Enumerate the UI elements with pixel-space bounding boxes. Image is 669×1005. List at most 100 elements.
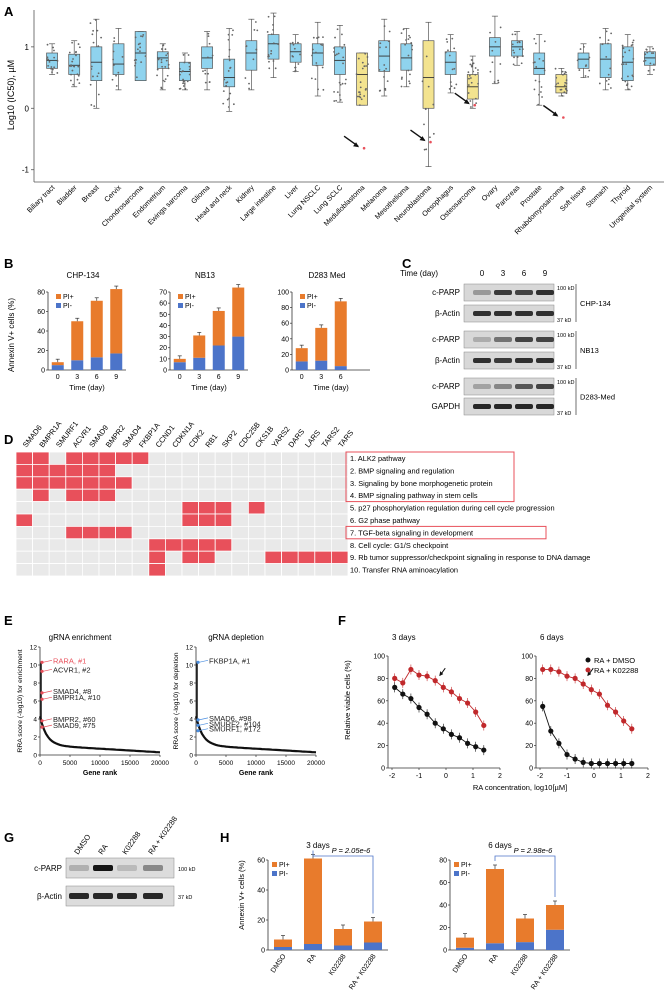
panel-b-y-tick-label: 50 [159, 312, 167, 319]
panel-e-hit-label: SMURF2, #104 [209, 719, 261, 728]
panel-h-bar-pi-neg [456, 947, 474, 950]
panel-a-point [499, 63, 502, 65]
panel-f-data-point [440, 726, 446, 732]
panel-a-y-tick-label: -1 [22, 166, 30, 175]
panel-c-band [536, 337, 554, 342]
panel-d-cell [148, 501, 166, 515]
panel-e-hit-point [196, 660, 200, 664]
panel-e-hit-label: BMPR2, #60 [53, 715, 96, 724]
panel-a-point [160, 58, 163, 61]
panel-a-point [620, 77, 623, 80]
panel-d-cell [32, 563, 50, 577]
panel-e-hit-leader [42, 668, 53, 672]
panel-a-box [444, 51, 457, 75]
panel-a-point [179, 87, 182, 90]
panel-c-band [515, 358, 533, 363]
panel-h-p-value: P = 2.05e-6 [332, 846, 372, 855]
panel-d-cell [297, 501, 316, 515]
panel-h-y-tick-label: 60 [439, 880, 447, 887]
panel-b-legend-pi-pos: PI+ [307, 294, 318, 301]
panel-a-point [645, 48, 648, 51]
panel-a-point [410, 42, 413, 44]
panel-f-data-point [416, 704, 422, 711]
panel-f-arrow-head [439, 671, 444, 677]
panel-d-gene-label: LARS [303, 428, 322, 449]
panel-a-point [357, 57, 360, 60]
panel-a-point [267, 55, 270, 58]
panel-f-x-tick-label: 2 [646, 773, 650, 780]
panel-a-point [182, 80, 185, 83]
panel-a-point [334, 54, 337, 57]
panel-a-point [469, 77, 472, 79]
panel-f-data-point [473, 709, 479, 715]
panel-a-point [232, 29, 234, 32]
panel-b-y-tick-label: 80 [281, 305, 289, 312]
panel-d-cell [115, 488, 133, 503]
panel-d-cell [65, 550, 83, 565]
panel-a-box [356, 52, 368, 106]
panel-c-mw-label: 100 kD [557, 286, 574, 292]
panel-a-point [179, 68, 181, 70]
panel-a-red-outlier [562, 116, 565, 119]
panel-b-bar-pi-pos [315, 327, 328, 361]
panel-f-y-tick-label: 80 [377, 676, 385, 683]
panel-a-box [400, 43, 413, 71]
panel-d-pathway-label: 2. BMP signaling and regulation [350, 466, 454, 475]
panel-a-point [142, 34, 145, 36]
panel-a-point [554, 85, 557, 88]
panel-a-box [68, 53, 81, 75]
panel-a-point [135, 76, 138, 79]
panel-a-point [97, 72, 100, 75]
panel-f-data-point [540, 703, 546, 710]
panel-a-point [632, 39, 635, 42]
panel-a-point [605, 79, 608, 82]
panel-e-hit-point [40, 719, 44, 723]
panel-d-cell [82, 526, 100, 540]
panel-a-point [166, 74, 169, 77]
panel-g-band [117, 893, 137, 899]
panel-d-pathway-label: 6. G2 phase pathway [350, 516, 420, 525]
panel-e-hit-leader [42, 718, 53, 722]
panel-a-point [538, 93, 540, 96]
panel-a-point [207, 72, 209, 75]
panel-a-point [423, 123, 425, 126]
panel-a-point [520, 62, 523, 65]
panel-b-y-tick-label: 100 [277, 290, 289, 297]
panel-h-y-tick-label: 80 [439, 858, 447, 865]
panel-a-point [162, 79, 165, 82]
panel-a-point [274, 67, 277, 70]
panel-a-point [94, 19, 97, 21]
panel-a-point [112, 50, 115, 53]
panel-c-band [536, 358, 554, 363]
panel-e-y-tick-label: 6 [33, 699, 37, 706]
panel-a-point [605, 30, 608, 33]
panel-d-cell [181, 501, 200, 515]
panel-d-cell [214, 476, 233, 490]
panel-a-point [70, 64, 72, 66]
panel-h-bar-pi-neg [516, 942, 534, 950]
panel-d-cell [65, 463, 83, 478]
panel-h-y-tick-label: 20 [439, 925, 447, 932]
panel-f-y-tick-label: 60 [377, 698, 385, 705]
panel-g-band [69, 865, 89, 871]
panel-c-band [473, 358, 491, 363]
panel-a-point [156, 74, 158, 77]
panel-a-point [401, 76, 403, 79]
panel-a-point [387, 40, 390, 43]
panel-a-point [48, 60, 51, 63]
panel-a-point [50, 67, 53, 70]
panel-b-bar-pi-pos [295, 348, 308, 362]
panel-a-point [445, 38, 448, 41]
panel-b-x-tick-label: 3 [75, 374, 79, 381]
panel-a-point [68, 51, 71, 54]
panel-f-dose-response: Relative viable cells (%)3 days020406080… [343, 633, 650, 792]
panel-a-point [468, 74, 471, 77]
panel-a-point [232, 103, 235, 106]
panel-a-point [289, 42, 292, 45]
panel-a-point [446, 41, 449, 43]
panel-d-cell [214, 463, 233, 478]
panel-f-data-point [432, 678, 438, 684]
panel-d-cell [65, 538, 83, 552]
panel-a-point [72, 83, 75, 86]
panel-h-y-tick-label: 40 [257, 888, 265, 895]
